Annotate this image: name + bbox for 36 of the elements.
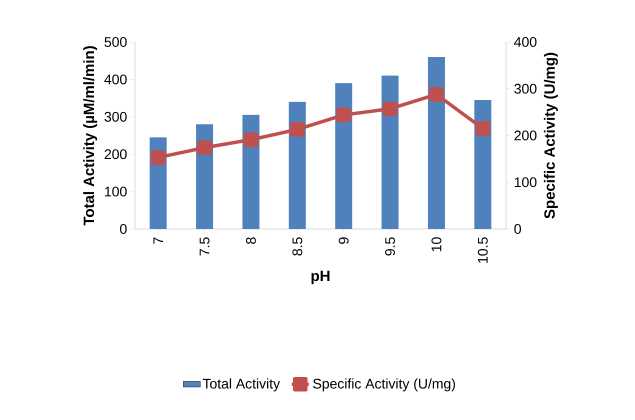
bar xyxy=(474,100,492,229)
y-tick-label: 300 xyxy=(104,112,127,122)
bar xyxy=(335,83,352,229)
x-tick-label: 7 xyxy=(153,237,163,244)
x-tick-label: 8.5 xyxy=(292,237,302,256)
x-tick-label: 10.5 xyxy=(478,237,488,263)
y2-tick-label: 100 xyxy=(514,177,537,188)
bar xyxy=(382,76,399,229)
x-tick-label: 9 xyxy=(338,237,349,244)
point xyxy=(197,140,212,155)
point xyxy=(476,121,490,136)
bar xyxy=(428,56,445,229)
y2-tick-label: 200 xyxy=(514,130,537,140)
y2-axis-title: Specific Activity (U/mg) xyxy=(544,52,558,219)
y2-tick-label: 400 xyxy=(514,37,537,47)
x-tick-label: 7.5 xyxy=(200,237,210,256)
legend-label: Specific Activity (U/mg) xyxy=(313,378,456,392)
y-tick-label: 200 xyxy=(104,149,127,160)
y-tick-label: 100 xyxy=(105,186,127,197)
legend-label: Total Activity xyxy=(202,378,280,392)
point xyxy=(382,102,398,116)
point xyxy=(244,132,258,147)
y2-tick-label: 300 xyxy=(514,84,537,94)
point xyxy=(429,87,444,102)
y2-tick-label: 0 xyxy=(514,224,521,234)
y-axis-title: Total Activity (µM/ml/min) xyxy=(83,46,98,226)
point xyxy=(290,122,305,137)
y-tick-label: 500 xyxy=(104,37,127,47)
x-tick-label: 10 xyxy=(431,237,442,252)
y-tick-label: 400 xyxy=(104,74,127,84)
x-axis-title: pH xyxy=(312,270,330,284)
point xyxy=(150,150,166,165)
x-tick-label: 8 xyxy=(246,237,256,244)
y-tick-label: 0 xyxy=(120,224,127,234)
point xyxy=(336,108,351,122)
x-tick-label: 9.5 xyxy=(385,237,396,256)
